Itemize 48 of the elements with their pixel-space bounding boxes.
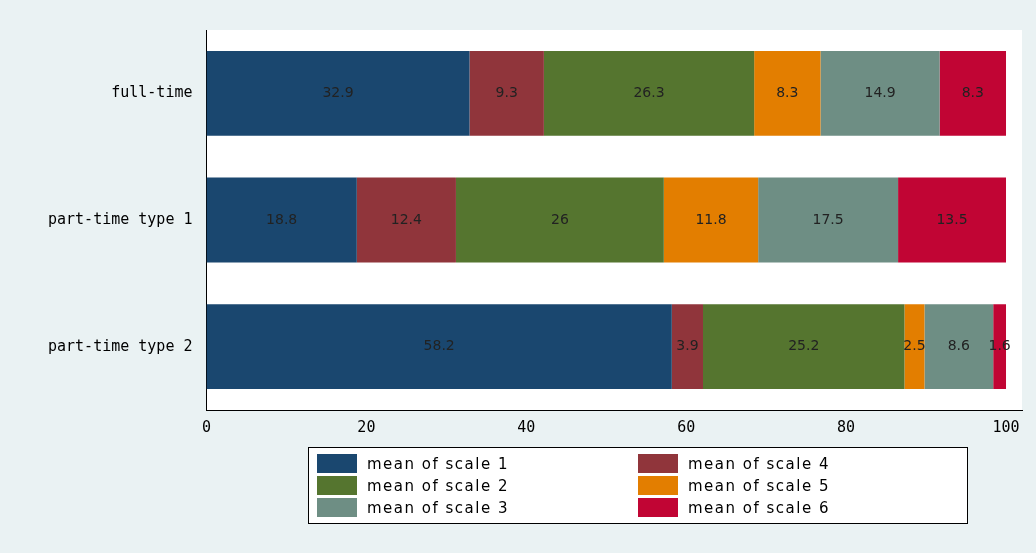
data-label: 25.2 [788, 337, 820, 354]
bar [469, 50, 544, 136]
legend-label: mean of scale 3 [367, 498, 509, 517]
data-label: 3.9 [676, 337, 699, 354]
x-tick-label: 80 [837, 417, 856, 436]
x-tick-label: 100 [992, 417, 1020, 436]
bar [455, 177, 664, 263]
x-tick-label: 60 [677, 417, 696, 436]
bar [702, 304, 905, 390]
data-label: 13.5 [936, 210, 968, 227]
bar [904, 304, 925, 390]
data-label: 8.3 [776, 83, 799, 100]
bar [671, 304, 703, 390]
bar [939, 50, 1007, 136]
legend-label: mean of scale 6 [688, 498, 830, 517]
data-label: 11.8 [695, 210, 727, 227]
y-tick-label: part-time type 2 [47, 336, 193, 355]
bar [206, 304, 672, 390]
bar [820, 50, 940, 136]
data-label: 12.4 [390, 210, 423, 227]
bar [754, 50, 821, 136]
data-label: 8.6 [947, 337, 971, 354]
legend-label: mean of scale 1 [367, 454, 509, 473]
data-label: 17.5 [812, 210, 844, 227]
bar [758, 177, 899, 263]
bar [543, 50, 755, 136]
data-label: 9.3 [495, 83, 518, 100]
x-tick-label: 20 [357, 417, 376, 436]
data-label: 18.8 [266, 210, 298, 227]
y-tick-label: full-time [111, 83, 193, 102]
legend-label: mean of scale 4 [688, 454, 830, 473]
data-label: 26.3 [633, 83, 665, 100]
bar [206, 177, 357, 263]
data-label: 58.2 [423, 337, 455, 354]
bar [356, 177, 456, 263]
legend-label: mean of scale 2 [367, 476, 509, 495]
data-label: 8.3 [961, 83, 984, 100]
data-label: 32.9 [322, 83, 354, 100]
data-label: 2.5 [903, 337, 926, 354]
bar [206, 50, 470, 136]
x-tick-label: 40 [517, 417, 536, 436]
bar [898, 177, 1007, 263]
y-tick-label: part-time type 1 [47, 209, 193, 228]
x-tick-label: 0 [201, 417, 212, 436]
legend-label: mean of scale 5 [688, 476, 830, 495]
bar [663, 177, 759, 263]
data-label: 14.9 [864, 83, 896, 100]
data-label: 26 [550, 210, 569, 227]
